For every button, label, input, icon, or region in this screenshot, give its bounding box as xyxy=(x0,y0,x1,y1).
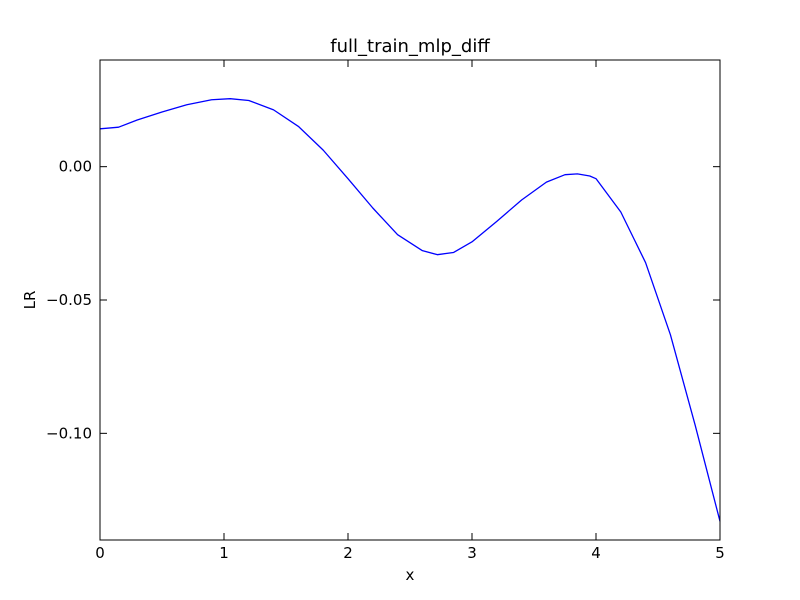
series-line-0 xyxy=(99,98,721,522)
x-tick-label-1: 1 xyxy=(219,544,229,562)
series-layer xyxy=(99,98,721,522)
y-tick-label-2: −0.10 xyxy=(46,424,92,442)
y-ticks: 0.00 −0.05 −0.10 xyxy=(46,158,720,442)
x-axis-label: x xyxy=(406,566,415,584)
y-tick-label-1: −0.05 xyxy=(46,291,92,309)
x-ticks: 0 1 2 3 4 5 xyxy=(95,60,725,562)
plot-area xyxy=(100,60,720,540)
x-tick-label-0: 0 xyxy=(95,544,105,562)
y-axis-label: LR xyxy=(21,291,39,310)
x-tick-label-2: 2 xyxy=(343,544,353,562)
x-tick-label-5: 5 xyxy=(715,544,725,562)
chart-title: full_train_mlp_diff xyxy=(330,36,490,57)
x-tick-label-3: 3 xyxy=(467,544,477,562)
x-tick-label-4: 4 xyxy=(591,544,601,562)
y-tick-label-0: 0.00 xyxy=(59,158,92,176)
